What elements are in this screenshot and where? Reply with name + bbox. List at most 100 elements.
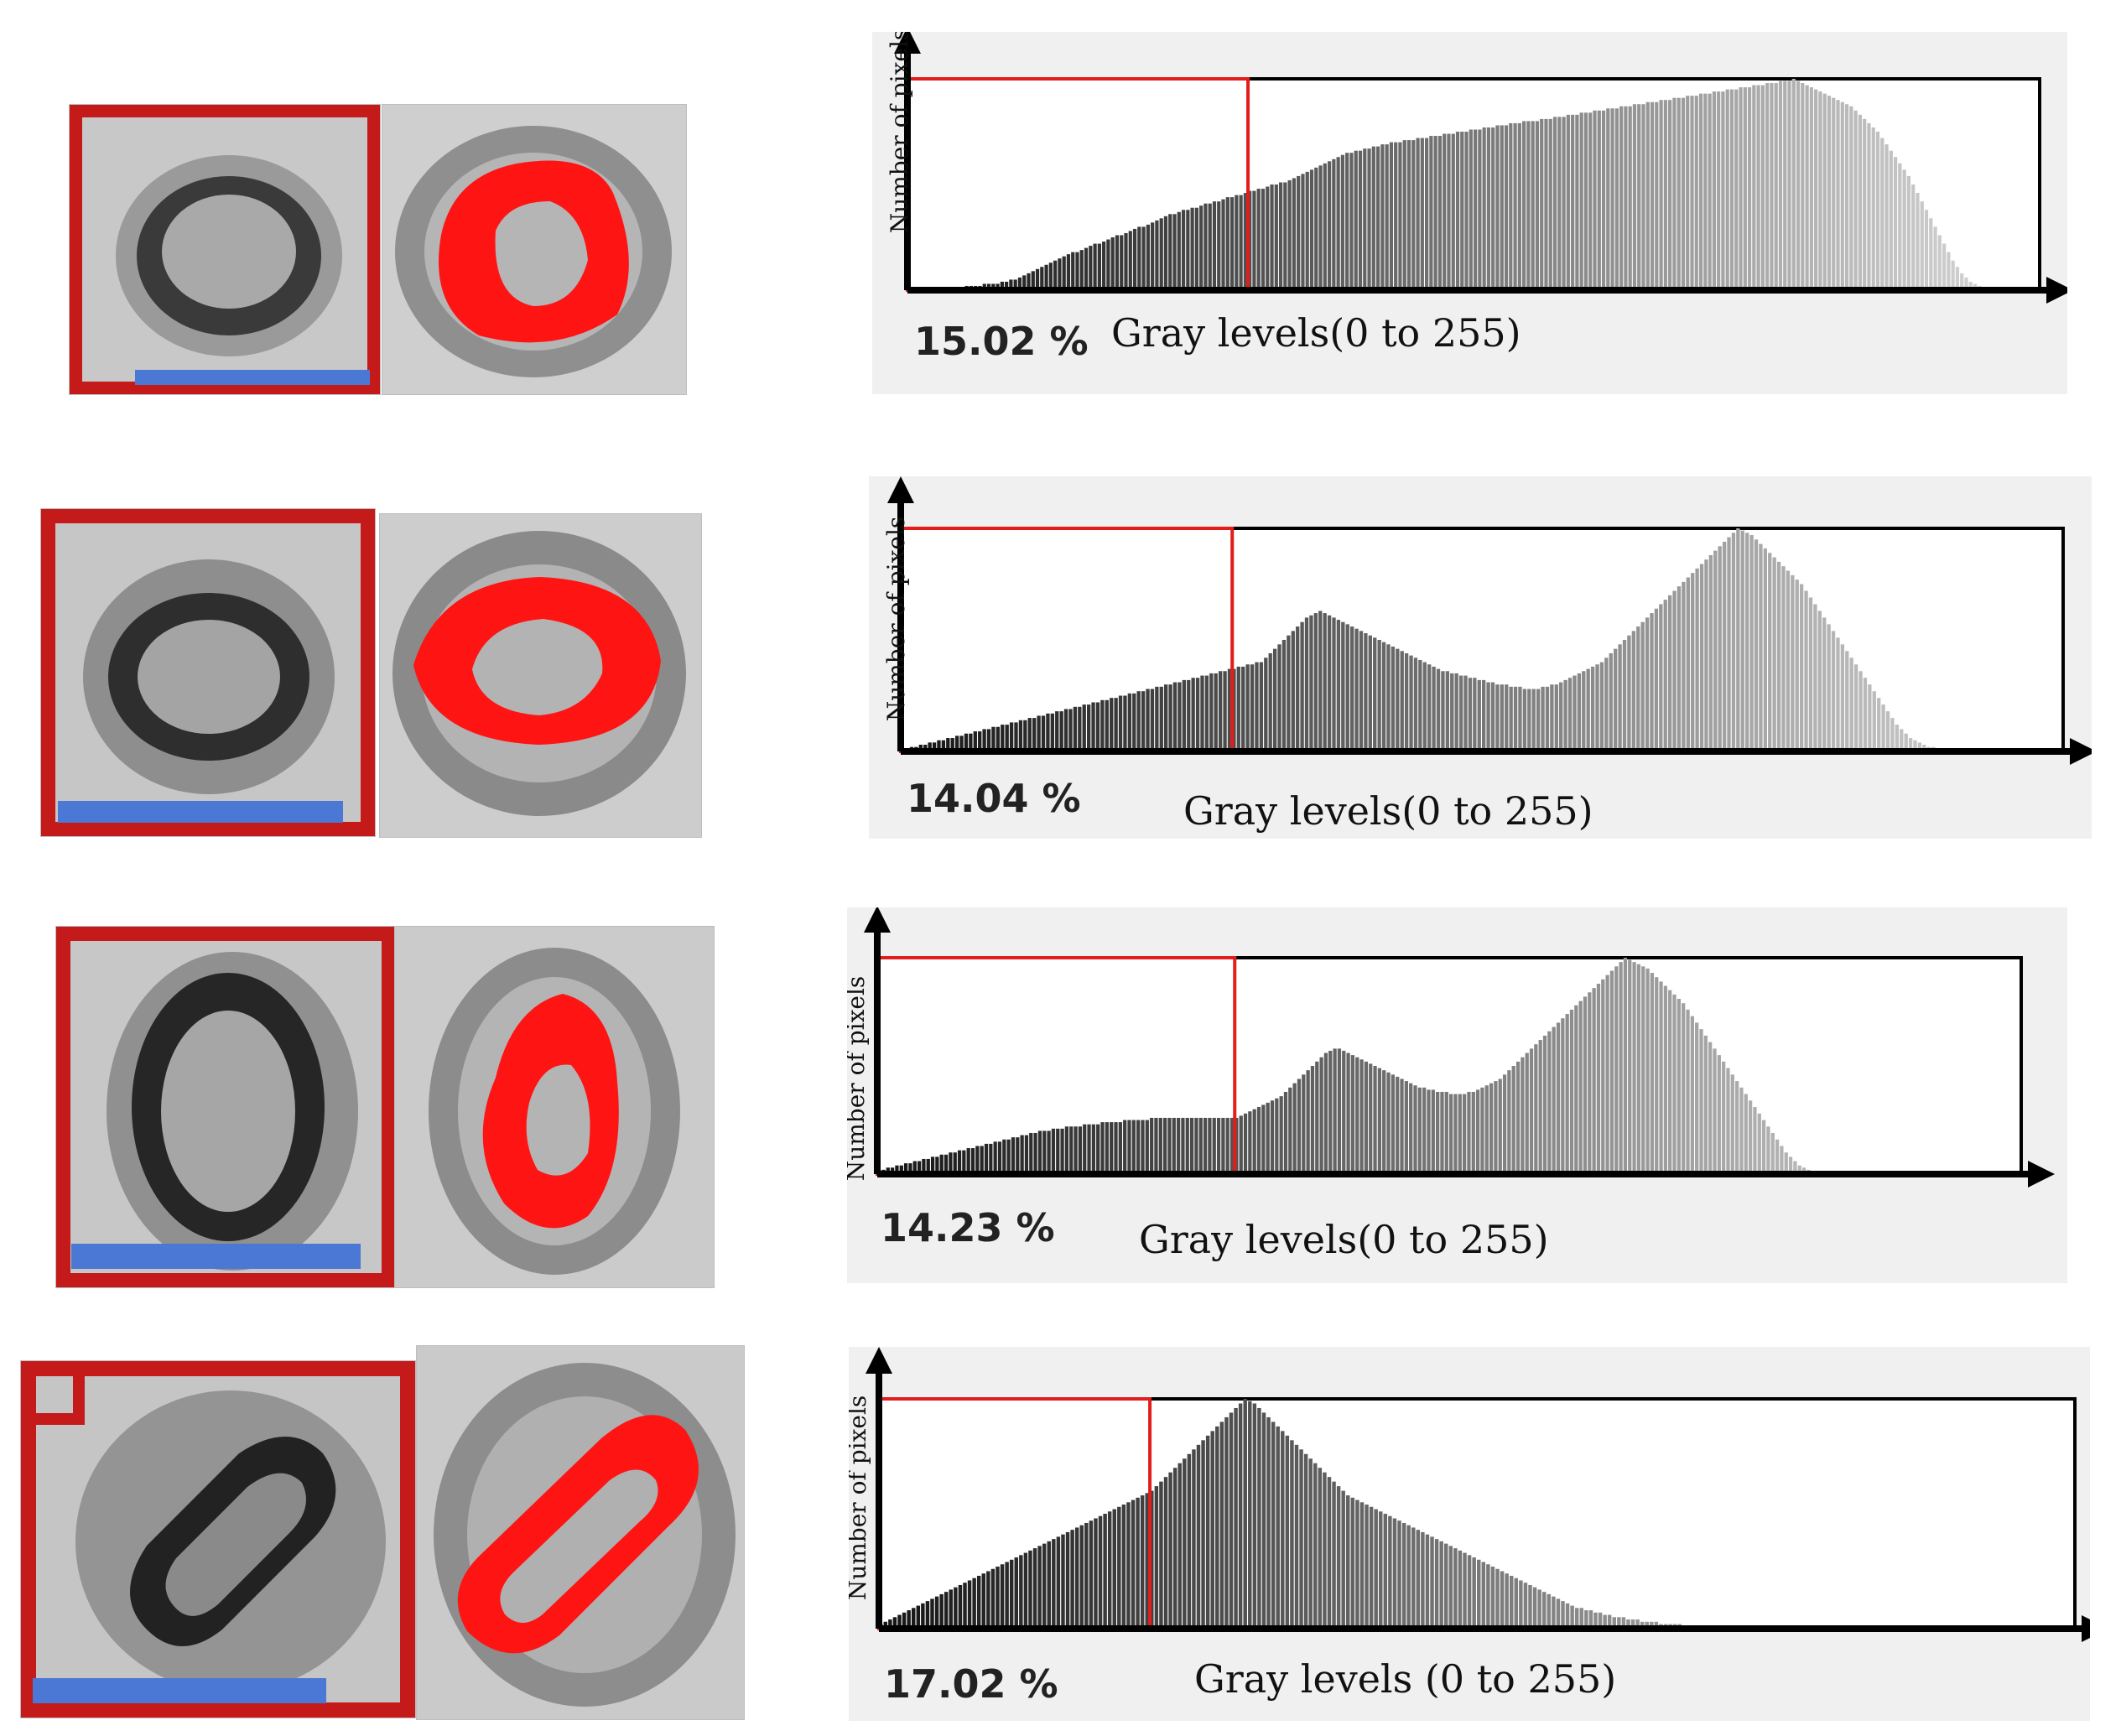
histogram-bar (1561, 1601, 1565, 1629)
histogram-bar (1355, 1057, 1359, 1174)
histogram-bar (1379, 1511, 1383, 1629)
scale-bar (135, 370, 370, 385)
histogram-panel-2: Number of pixels 14.04 % Gray levels(0 t… (869, 476, 2092, 839)
histogram-bar (1146, 689, 1150, 751)
histogram-bar (941, 740, 946, 751)
histogram-bar (1155, 686, 1159, 751)
histogram-bar (1332, 1481, 1336, 1629)
histogram-bar (1579, 1608, 1584, 1629)
histogram-bar (1793, 1161, 1797, 1174)
histogram-bar (1302, 1074, 1306, 1174)
histogram-bar (1368, 635, 1372, 751)
histogram-bar (1654, 1621, 1659, 1629)
histogram-bar (973, 731, 977, 751)
histogram-bar (963, 1583, 967, 1629)
histogram-bar (1055, 711, 1059, 751)
histogram-bar (1136, 1497, 1140, 1629)
histogram-bar (902, 1612, 907, 1629)
histogram-bar (1490, 682, 1495, 751)
histogram-bar (1805, 85, 1809, 290)
histogram-bar (1885, 711, 1890, 751)
histogram-bar (1445, 671, 1450, 751)
histogram-bar (1884, 144, 1889, 290)
histogram-bar (1631, 631, 1635, 751)
histogram-bar (1106, 239, 1110, 290)
histogram-bar (1255, 662, 1259, 751)
histogram-bar (1964, 277, 1968, 290)
histogram-bar (1541, 1592, 1547, 1629)
histogram-bar (1223, 671, 1227, 751)
histogram-bar (1765, 83, 1770, 290)
histogram-panel-3: Number of pixels 14.23 % Gray levels(0 t… (847, 907, 2067, 1283)
histogram-bar (1279, 1096, 1283, 1174)
histogram-bar (1209, 673, 1214, 751)
histogram-bar (1682, 581, 1686, 751)
histogram-bar (1621, 1617, 1626, 1629)
histogram-bar (1354, 628, 1359, 751)
histogram-bar (1458, 1550, 1463, 1629)
histogram-bar (1354, 150, 1358, 290)
histogram-bar (1570, 1605, 1574, 1629)
histogram-bar (1818, 91, 1822, 291)
histogram-bar (1756, 85, 1760, 290)
histogram-bar (1380, 144, 1385, 290)
histogram-bar (895, 1165, 899, 1174)
histogram-bar (975, 1146, 980, 1174)
histogram-bar (1929, 218, 1933, 290)
histogram-bar (1301, 174, 1305, 290)
histogram-bar (1722, 1061, 1726, 1174)
histogram-bar (1212, 1117, 1216, 1174)
histogram-panel-1: Number of pixels 15.02 % Gray levels(0 t… (872, 32, 2067, 394)
histogram-bar (1367, 148, 1371, 290)
histogram-bar (1786, 570, 1791, 751)
histogram-bar (1208, 1117, 1212, 1174)
histogram-bar (1500, 1571, 1505, 1629)
histogram-bar (1547, 1031, 1552, 1174)
y-axis-arrow (894, 32, 921, 54)
histogram-bar (1813, 604, 1817, 751)
histogram-bar (1704, 559, 1708, 751)
histogram-bar (1216, 1117, 1221, 1174)
histogram-bar (1955, 267, 1960, 290)
histogram-bar (1096, 1124, 1100, 1174)
histogram-bar (1808, 597, 1813, 751)
histogram-bar (1058, 258, 1062, 290)
histogram-bar (1444, 1091, 1448, 1174)
histogram-bar (1490, 1567, 1495, 1629)
histogram-bar (1775, 1139, 1780, 1174)
histogram-bar (1095, 702, 1100, 751)
histogram-bar (1031, 271, 1035, 290)
histogram-bar (1726, 1068, 1730, 1174)
histogram-bar (944, 1592, 949, 1629)
roi-box (70, 105, 380, 394)
histogram-bar (1337, 1048, 1342, 1174)
histogram-bar (1464, 132, 1469, 290)
histogram-bar (1281, 640, 1287, 751)
histogram-bar (1522, 121, 1526, 290)
histogram-bar (1579, 112, 1583, 290)
micrograph-original-4 (20, 1360, 416, 1718)
histogram-bar (1617, 1617, 1621, 1629)
histogram-bars (887, 476, 2092, 765)
histogram-bar (1103, 1514, 1107, 1629)
histogram-bar (1686, 96, 1690, 290)
histogram-bar (1140, 1495, 1145, 1629)
histogram-bar (1297, 1079, 1302, 1174)
roi-box (21, 1361, 415, 1718)
histogram-bar (1014, 1557, 1018, 1629)
histogram-bar (1747, 87, 1752, 290)
histogram-bar (1500, 125, 1504, 290)
histogram-bar (1349, 153, 1354, 290)
histogram-bar (1529, 1048, 1534, 1174)
histogram-bar (1659, 604, 1663, 751)
histogram-bar (1082, 704, 1086, 751)
histogram-bar (1083, 1124, 1087, 1174)
histogram-bar (1542, 1035, 1547, 1174)
histogram-bar (1112, 1509, 1116, 1629)
histogram-bar (1084, 1522, 1089, 1629)
histogram-bar (937, 740, 941, 751)
histogram-bar (1227, 668, 1232, 751)
histogram-bar (1752, 85, 1756, 290)
histogram-bar (1822, 617, 1827, 751)
histogram-bar (1893, 157, 1898, 290)
